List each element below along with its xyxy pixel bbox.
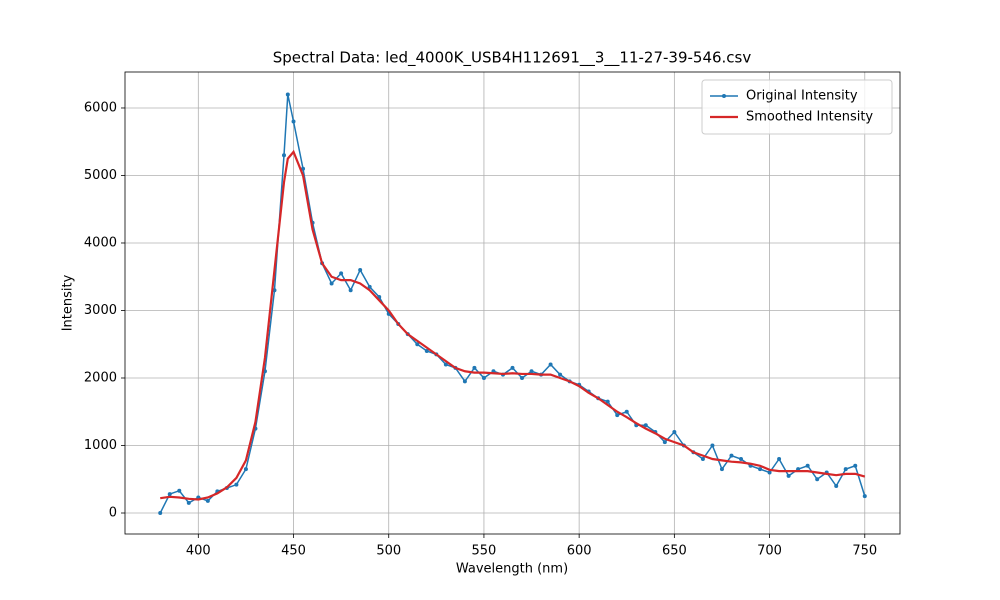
data-point [605, 399, 610, 404]
data-point [462, 379, 467, 384]
data-point [834, 484, 839, 489]
data-point [481, 375, 486, 380]
data-point [472, 365, 477, 370]
data-point [510, 365, 515, 370]
legend: Original Intensity Smoothed Intensity [701, 79, 893, 135]
data-point [729, 453, 734, 458]
y-tick-label: 4000 [84, 235, 117, 250]
chart-title: Spectral Data: led_4000K_USB4H112691__3_… [273, 49, 752, 68]
data-point [285, 92, 290, 97]
legend-box [701, 79, 893, 135]
data-point [862, 494, 867, 499]
x-tick-label: 750 [852, 544, 877, 559]
legend-marker [722, 94, 726, 98]
data-point [710, 443, 715, 448]
legend-label: Original Intensity [746, 89, 858, 104]
y-tick-label: 3000 [84, 303, 117, 318]
data-point [415, 342, 420, 347]
data-point [815, 477, 820, 482]
data-point [662, 440, 667, 445]
y-tick-label: 5000 [84, 168, 117, 183]
data-point [529, 369, 534, 374]
data-point [424, 348, 429, 353]
data-point [719, 467, 724, 472]
x-tick-label: 550 [472, 544, 497, 559]
series-line [159, 94, 866, 514]
y-axis-label: Intensity [61, 274, 76, 331]
x-tick-label: 650 [662, 544, 687, 559]
axes-frame [124, 71, 901, 535]
data-point [291, 119, 296, 124]
y-tick-label: 6000 [84, 100, 117, 115]
data-point [443, 362, 448, 367]
data-point [301, 166, 306, 171]
data-point [558, 372, 563, 377]
data-point [520, 375, 525, 380]
data-point [624, 409, 629, 414]
x-tick-label: 450 [281, 544, 306, 559]
data-point [205, 498, 210, 503]
data-point [777, 457, 782, 462]
y-tick-label: 0 [109, 506, 117, 521]
x-tick-label: 600 [567, 544, 592, 559]
data-point [281, 153, 286, 158]
x-tick-label: 700 [757, 544, 782, 559]
data-point [177, 488, 182, 493]
data-point [805, 463, 810, 468]
series-line [160, 149, 866, 501]
data-point [739, 457, 744, 462]
data-point [367, 284, 372, 289]
data-point [167, 492, 172, 497]
data-point [758, 467, 763, 472]
data-point [348, 288, 353, 293]
legend-label: Smoothed Intensity [746, 110, 873, 125]
data-point [339, 271, 344, 276]
data-point [853, 463, 858, 468]
x-axis-label: Wavelength (nm) [456, 562, 568, 577]
data-point [158, 511, 163, 516]
data-point [243, 467, 248, 472]
y-tick-label: 1000 [84, 438, 117, 453]
data-point [358, 267, 363, 272]
data-point [843, 467, 848, 472]
data-point [234, 482, 239, 487]
data-point [329, 281, 334, 286]
data-point [786, 473, 791, 478]
y-tick-label: 2000 [84, 370, 117, 385]
data-point [615, 413, 620, 418]
data-point [186, 500, 191, 505]
x-tick-label: 500 [376, 544, 401, 559]
data-point [672, 430, 677, 435]
data-point [700, 457, 705, 462]
x-tick-label: 400 [186, 544, 211, 559]
data-point [767, 470, 772, 475]
data-point [643, 423, 648, 428]
data-point [548, 362, 553, 367]
